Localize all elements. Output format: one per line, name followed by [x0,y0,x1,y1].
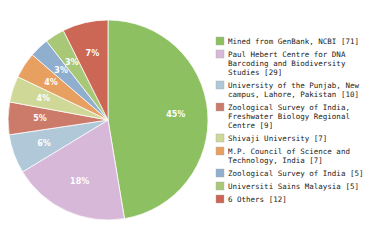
pie-slice [63,20,108,120]
data-label: 5% [33,114,47,123]
legend-label-line: Zoological Survey of India [5] [228,169,363,178]
legend-entry: Mined from GenBank, NCBI [71] [216,37,359,46]
legend-label-line: Centre [9] [228,121,273,130]
legend-label-line: University of the Punjab, New [228,81,359,90]
legend-swatch [216,169,224,177]
legend-swatch [216,147,224,155]
legend-entry: University of the Punjab, Newcampus, Lah… [216,81,359,99]
legend-label: Universiti Sains Malaysia [5] [228,182,359,191]
legend-entry: Paul Hebert Centre for DNABarcoding and … [216,50,346,77]
legend-label-line: Freshwater Biology Regional [228,112,350,121]
data-label: 6% [37,139,51,148]
legend-swatch [216,81,224,89]
legend-entry: Shivaji University [7] [216,134,327,143]
legend-label-line: 6 Others [12] [228,195,287,204]
legend-label-line: Barcoding and Biodiversity [228,59,346,68]
legend-label: 6 Others [12] [228,195,287,204]
legend-label: M.P. Council of Science andTechnology, I… [228,147,350,165]
legend-swatch [216,134,224,142]
data-label: 4% [37,94,51,103]
pie-slice [108,20,208,219]
legend-swatch [216,195,224,203]
legend-label: Mined from GenBank, NCBI [71] [228,37,359,46]
legend-label: Zoological Survey of India [5] [228,169,363,178]
pie: 45% 18% 6% 5% 4% 4% 3%3% 7% [8,20,208,220]
data-label: 3% [54,66,68,75]
legend-label: Zoological Survey of India,Freshwater Bi… [228,103,350,130]
data-label: 18% [70,177,89,186]
legend-swatch [216,103,224,111]
legend-label-line: Universiti Sains Malaysia [5] [228,182,359,191]
legend-label-line: Technology, India [7] [228,156,323,165]
legend-entry: Universiti Sains Malaysia [5] [216,182,359,191]
legend-swatch [216,182,224,190]
legend-label-line: campus, Lahore, Pakistan [10] [228,90,359,99]
legend-swatch [216,37,224,45]
legend-label-line: M.P. Council of Science and [228,147,350,156]
legend-entry: M.P. Council of Science andTechnology, I… [216,147,350,165]
legend: Mined from GenBank, NCBI [71] Paul Hebert… [216,37,363,204]
data-label: 4% [44,78,58,87]
legend-label-line: Paul Hebert Centre for DNA [228,50,346,59]
legend-label-line: Studies [29] [228,68,282,77]
legend-label-line: Shivaji University [7] [228,134,327,143]
legend-entry: Zoological Survey of India [5] [216,169,363,178]
data-label: 45% [166,110,185,119]
legend-label-line: Zoological Survey of India, [228,103,350,112]
legend-swatch [216,50,224,58]
legend-label: University of the Punjab, Newcampus, Lah… [228,81,359,99]
legend-entry: Zoological Survey of India,Freshwater Bi… [216,103,350,130]
legend-label-line: Mined from GenBank, NCBI [71] [228,37,359,46]
chart: 45% 18% 6% 5% 4% 4% 3%3% 7% Mined from GenBank, … [0,0,380,240]
legend-entry: 6 Others [12] [216,195,287,204]
legend-label: Paul Hebert Centre for DNABarcoding and … [228,50,346,77]
data-label: 3% [65,58,79,67]
legend-label: Shivaji University [7] [228,134,327,143]
data-label: 7% [86,49,100,58]
